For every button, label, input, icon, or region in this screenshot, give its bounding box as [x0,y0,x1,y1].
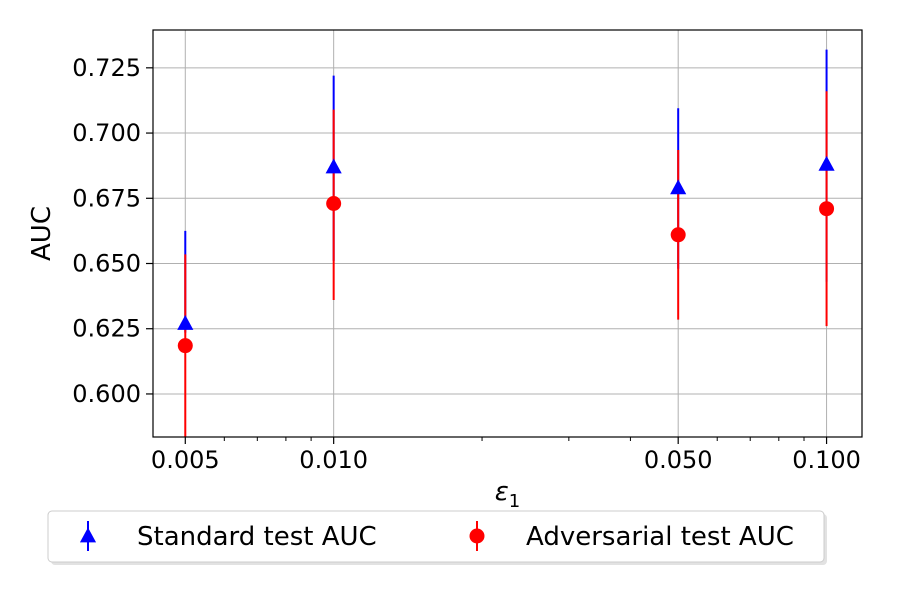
triangle-marker [670,179,687,195]
triangle-marker [325,158,342,174]
legend-entry: Standard test AUC [79,521,377,552]
y-tick-label: 0.675 [72,184,141,212]
y-tick-label: 0.600 [72,380,141,408]
x-axis-label: ε1 [495,477,521,512]
legend-circle-marker [469,528,485,544]
minor-ticks [223,437,805,441]
circle-marker [670,227,686,243]
x-tick-label: 0.005 [151,446,220,474]
y-tick-label: 0.625 [72,315,141,343]
plot-frame [152,29,863,438]
legend: Standard test AUC Adversarial test AUC [47,510,827,565]
circle-marker [177,338,193,354]
legend-label: Adversarial test AUC [526,522,794,552]
legend-triangle-marker [79,527,97,543]
x-tick-label: 0.100 [792,446,861,474]
y-axis-label: AUC [27,206,57,261]
circle-marker [326,195,342,211]
grid [153,30,862,437]
x-tick-label: 0.050 [644,446,713,474]
y-tick-label: 0.725 [72,54,141,82]
data-markers [177,155,835,354]
x-tick-label: 0.010 [299,446,368,474]
tick-labels: 0.005 0.010 0.050 0.100 0.600 0.625 0.650 0.675… [72,54,861,474]
triangle-marker [177,315,194,330]
axis-ticks [146,67,828,444]
circle-marker [819,201,835,217]
legend-entry: Adversarial test AUC [469,521,794,552]
y-tick-label: 0.650 [72,250,141,278]
triangle-marker [818,155,835,171]
legend-label: Standard test AUC [137,522,377,552]
y-tick-label: 0.700 [72,119,141,147]
error-bars [184,49,828,437]
